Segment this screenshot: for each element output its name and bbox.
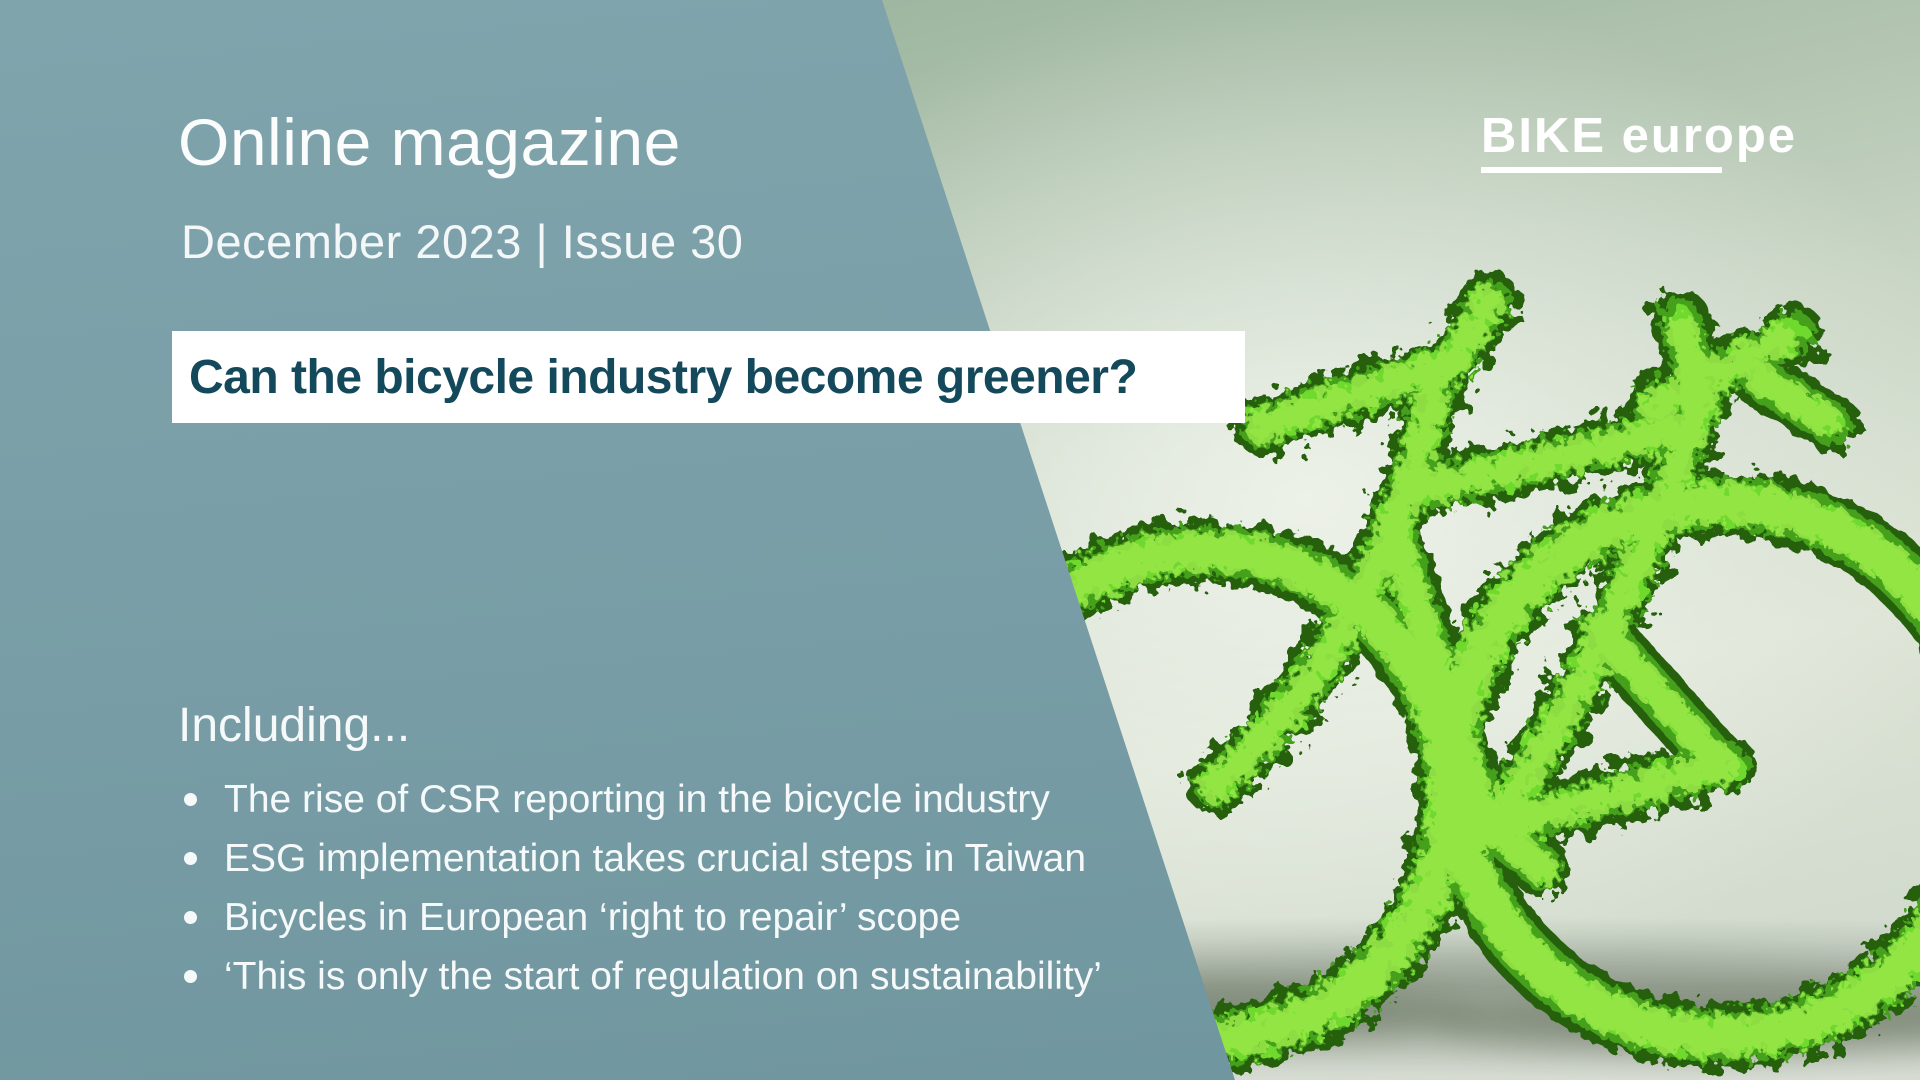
page-title: Online magazine <box>178 105 681 179</box>
including-label: Including... <box>178 699 411 752</box>
issue-date: December 2023 | Issue 30 <box>181 215 744 268</box>
list-item: ESG implementation takes crucial steps i… <box>184 829 1102 888</box>
bullet-icon <box>184 852 197 865</box>
headline-banner: Can the bicycle industry become greener? <box>172 331 1245 423</box>
headline-text: Can the bicycle industry become greener? <box>189 350 1138 404</box>
topic-text: ESG implementation takes crucial steps i… <box>224 836 1087 880</box>
brand-logo: BIKE europe <box>1481 112 1797 173</box>
brand-logo-text: BIKE europe <box>1481 109 1798 163</box>
topic-text: ‘This is only the start of regulation on… <box>224 954 1102 998</box>
list-item: ‘This is only the start of regulation on… <box>184 947 1102 1006</box>
topic-text: Bicycles in European ‘right to repair’ s… <box>224 895 962 939</box>
list-item: Bicycles in European ‘right to repair’ s… <box>184 888 1102 947</box>
list-item: The rise of CSR reporting in the bicycle… <box>184 770 1102 829</box>
bullet-icon <box>184 911 197 924</box>
brand-logo-underline <box>1481 167 1722 173</box>
bullet-icon <box>184 793 197 806</box>
bullet-icon <box>184 970 197 983</box>
topic-list: The rise of CSR reporting in the bicycle… <box>184 770 1102 1006</box>
topic-text: The rise of CSR reporting in the bicycle… <box>224 777 1050 821</box>
